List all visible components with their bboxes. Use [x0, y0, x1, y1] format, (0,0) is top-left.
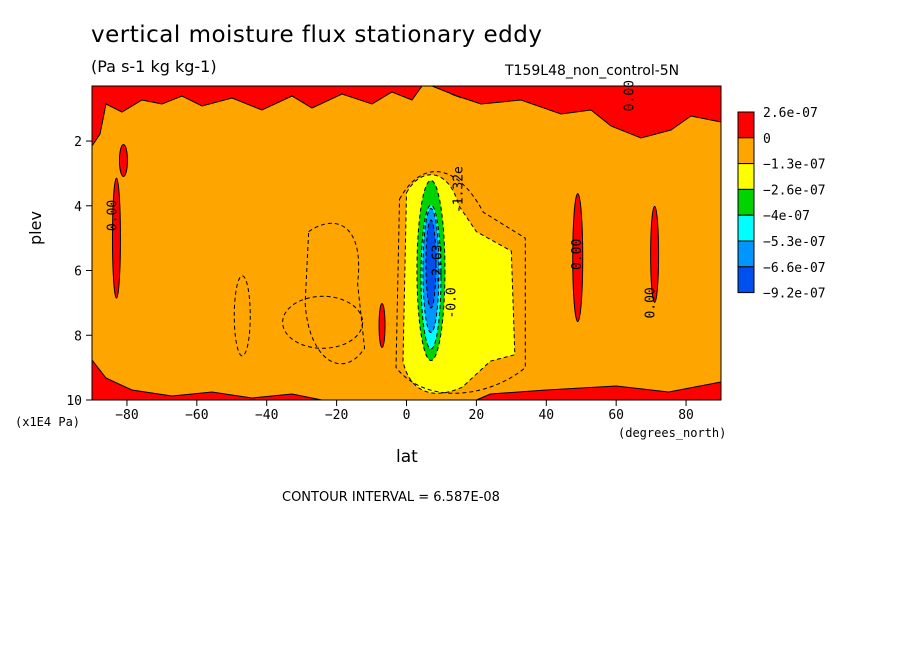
positive-region-top-left [91, 85, 423, 148]
positive-patch-81S [118, 143, 128, 177]
y-tick-label: 8 [74, 329, 82, 344]
y-tick-label: 4 [74, 200, 82, 215]
chart-title: vertical moisture flux stationary eddy [91, 22, 543, 48]
axes: −80 −60 −40 −20 0 20 40 60 80 2 4 6 8 10 [66, 85, 722, 423]
x-tick-label: 80 [678, 408, 694, 423]
contour-label: -2.63 [430, 244, 445, 283]
colorbar-label: 0 [763, 132, 771, 147]
run-label: T159L48_non_control-5N [505, 63, 680, 79]
colorbar: 2.6e-07 0 −1.3e-07 −2.6e-07 −4e-07 −5.3e-07 −6… [737, 106, 826, 302]
colorbar-label: 2.6e-07 [763, 106, 818, 121]
x-tick-label: −80 [115, 408, 138, 423]
x-tick-label: −40 [255, 408, 278, 423]
y-tick-label: 10 [66, 394, 82, 409]
y-axis-units: (x1E4 Pa) [15, 415, 81, 429]
x-tick-label: 60 [608, 408, 624, 423]
x-axis-units: (degrees_north) [618, 426, 727, 440]
positive-patch-7S [378, 303, 386, 349]
dashed-contour-outer [395, 171, 526, 394]
contour-label: -1.32e [451, 166, 466, 213]
contour-label: -0.0 [444, 287, 459, 318]
y-tick-label: 2 [74, 135, 82, 150]
colorbar-label: −9.2e-07 [763, 287, 826, 302]
contour-label: 0.00 [570, 239, 585, 270]
contour-label: 0.00 [623, 80, 638, 111]
x-tick-label: 40 [538, 408, 554, 423]
y-tick-label: 6 [74, 265, 82, 280]
colorbar-label: −4e-07 [763, 209, 810, 224]
colorbar-swatch [737, 163, 755, 190]
dashed-contour-30S [282, 295, 364, 349]
chart-subtitle: (Pa s-1 kg kg-1) [91, 57, 217, 76]
dashed-contour-20S [304, 222, 366, 365]
x-axis-label: lat [396, 447, 418, 467]
dashed-contour-47S [233, 275, 251, 357]
plot-area: 0.00 0.00 0.00 0.00 -1.32e -2.63 -0.0 [91, 80, 722, 401]
positive-band-48N [572, 193, 584, 323]
colorbar-swatch [737, 137, 755, 165]
colorbar-label: −5.3e-07 [763, 235, 826, 250]
positive-region-top-right [431, 85, 722, 139]
positive-band-83S [111, 177, 121, 299]
x-tick-label: −20 [325, 408, 348, 423]
x-tick-label: −60 [185, 408, 208, 423]
colorbar-swatch [737, 266, 755, 294]
colorbar-label: −1.3e-07 [763, 158, 826, 173]
positive-band-72N [650, 205, 660, 303]
negative-region-core [425, 219, 437, 309]
colorbar-swatch [737, 214, 755, 242]
x-tick-label: 0 [403, 408, 411, 423]
colorbar-swatch [737, 240, 755, 268]
colorbar-swatch [737, 111, 755, 139]
contour-label: 0.00 [644, 287, 659, 318]
contour-label: 0.00 [105, 200, 120, 231]
colorbar-swatch [737, 188, 755, 216]
contour-interval: CONTOUR INTERVAL = 6.587E-08 [282, 490, 500, 505]
colorbar-label: −2.6e-07 [763, 183, 826, 198]
x-tick-label: 20 [469, 408, 485, 423]
colorbar-label: −6.6e-07 [763, 261, 826, 276]
